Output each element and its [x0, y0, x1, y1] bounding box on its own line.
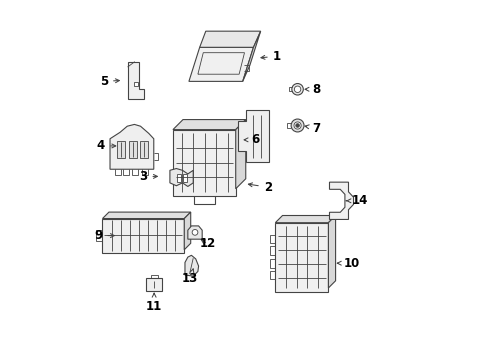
Polygon shape [102, 212, 190, 219]
Polygon shape [275, 216, 335, 223]
Text: 13: 13 [182, 269, 198, 285]
Polygon shape [235, 120, 245, 189]
Polygon shape [102, 219, 184, 253]
Bar [183, 174, 186, 182]
Text: 1: 1 [261, 50, 280, 63]
Text: 12: 12 [200, 237, 216, 250]
Circle shape [294, 86, 300, 93]
Polygon shape [275, 223, 328, 292]
Text: 11: 11 [146, 293, 162, 313]
Text: 14: 14 [346, 194, 367, 207]
Polygon shape [169, 168, 193, 186]
Text: 9: 9 [94, 229, 114, 242]
Polygon shape [146, 278, 162, 291]
Circle shape [192, 229, 198, 235]
Polygon shape [188, 47, 253, 81]
Bar [177, 174, 180, 182]
Polygon shape [238, 111, 268, 162]
Circle shape [290, 119, 304, 132]
Text: 8: 8 [305, 83, 320, 96]
Polygon shape [328, 216, 335, 288]
Polygon shape [199, 31, 260, 47]
Polygon shape [242, 31, 260, 81]
Text: 2: 2 [248, 181, 271, 194]
Circle shape [295, 124, 299, 127]
Polygon shape [173, 120, 245, 130]
Bar [117, 141, 124, 158]
Polygon shape [184, 255, 198, 276]
Text: 5: 5 [100, 75, 119, 88]
Bar [134, 82, 138, 86]
Polygon shape [184, 212, 190, 250]
Circle shape [293, 122, 301, 129]
Bar [140, 141, 148, 158]
Polygon shape [110, 125, 153, 169]
Polygon shape [329, 182, 353, 220]
Text: 3: 3 [139, 170, 157, 183]
Polygon shape [173, 130, 235, 196]
Text: 6: 6 [244, 133, 259, 146]
Text: 4: 4 [97, 139, 116, 152]
Text: 10: 10 [337, 257, 360, 270]
Text: 7: 7 [305, 122, 320, 135]
Polygon shape [127, 62, 144, 99]
Bar [129, 141, 137, 158]
Circle shape [291, 84, 303, 95]
Polygon shape [187, 226, 202, 239]
